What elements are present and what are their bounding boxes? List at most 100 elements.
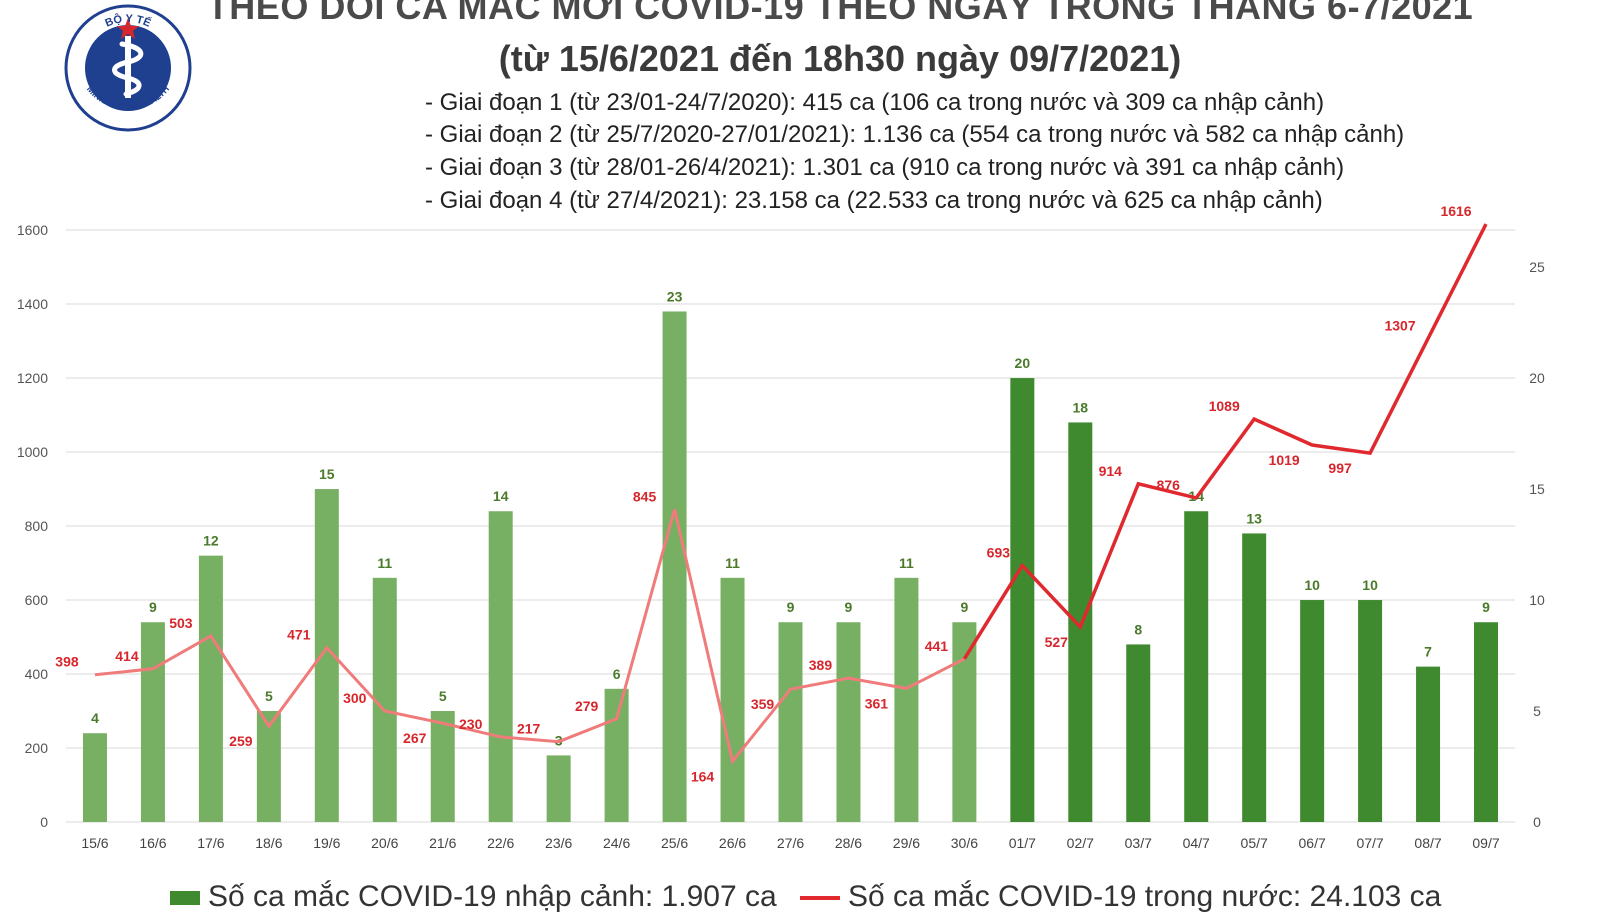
line-series-june xyxy=(94,508,966,765)
line-value-label: 359 xyxy=(751,696,775,712)
bar xyxy=(1300,600,1325,822)
line-value-label: 398 xyxy=(55,654,79,670)
legend-bar-label: Số ca mắc COVID-19 nhập cảnh: 1.907 ca xyxy=(208,880,777,913)
line-value-label: 414 xyxy=(115,648,139,664)
bar xyxy=(140,622,165,822)
y-right-tick-label: 10 xyxy=(1529,592,1545,608)
line-value-label: 1307 xyxy=(1384,317,1415,333)
line-value-label: 217 xyxy=(517,721,541,737)
bar xyxy=(1242,533,1267,822)
y-left-tick-label: 600 xyxy=(25,592,49,608)
x-tick-label: 07/7 xyxy=(1356,835,1383,851)
svg-text:BỘ Y TẾ: BỘ Y TẾ xyxy=(103,12,152,29)
bar xyxy=(372,577,397,822)
bar-value-label: 11 xyxy=(899,555,914,571)
bar-value-label: 14 xyxy=(493,488,509,504)
bar xyxy=(662,311,687,822)
line-value-label: 503 xyxy=(169,615,193,631)
x-tick-label: 08/7 xyxy=(1414,835,1441,851)
y-left-tick-label: 1600 xyxy=(17,222,48,238)
bar-value-label: 9 xyxy=(1482,599,1490,615)
x-tick-label: 02/7 xyxy=(1067,835,1094,851)
x-tick-label: 30/6 xyxy=(951,835,978,851)
bar-value-label: 5 xyxy=(439,688,447,704)
x-tick-label: 27/6 xyxy=(777,835,804,851)
y-left-tick-label: 0 xyxy=(40,814,48,830)
bar-value-label: 9 xyxy=(845,599,853,615)
ministry-of-health-logo: BỘ Y TẾ MINISTRY OF HEALTH xyxy=(64,4,192,132)
bar-value-label: 11 xyxy=(377,555,392,571)
y-right-tick-label: 0 xyxy=(1533,814,1541,830)
bar xyxy=(1416,666,1441,822)
x-tick-label: 26/6 xyxy=(719,835,746,851)
x-tick-label: 09/7 xyxy=(1472,835,1499,851)
line-value-label: 230 xyxy=(459,716,483,732)
y-right-tick-label: 15 xyxy=(1529,481,1545,497)
y-left-tick-label: 400 xyxy=(25,666,49,682)
bar-value-label: 5 xyxy=(265,688,273,704)
staff-icon xyxy=(125,36,131,98)
phase-note-3: - Giai đoạn 3 (từ 28/01-26/4/2021): 1.30… xyxy=(425,154,1345,181)
bar-value-label: 9 xyxy=(149,599,157,615)
line-value-label: 267 xyxy=(403,730,427,746)
y-left-tick-label: 1000 xyxy=(17,444,48,460)
bar xyxy=(778,622,803,822)
bar-value-label: 11 xyxy=(725,555,740,571)
snake-icon xyxy=(112,41,144,97)
x-tick-label: 29/6 xyxy=(893,835,920,851)
bar xyxy=(256,711,281,822)
logo-top-text: BỘ Y TẾ xyxy=(103,12,152,29)
bar xyxy=(1358,600,1383,822)
y-right-tick-label: 25 xyxy=(1529,259,1545,275)
bar-value-label: 10 xyxy=(1362,577,1378,593)
bar-value-label: 9 xyxy=(960,599,968,615)
line-value-label: 279 xyxy=(575,698,599,714)
bar-value-label: 23 xyxy=(667,288,683,304)
phase-note-4: - Giai đoạn 4 (từ 27/4/2021): 23.158 ca … xyxy=(425,187,1323,214)
x-tick-label: 06/7 xyxy=(1299,835,1326,851)
line-value-label: 471 xyxy=(287,627,311,643)
bar xyxy=(894,577,919,822)
legend-bar: Số ca mắc COVID-19 nhập cảnh: 1.907 ca xyxy=(170,880,777,914)
bar-value-label: 9 xyxy=(787,599,795,615)
x-tick-label: 03/7 xyxy=(1125,835,1152,851)
bar-value-label: 10 xyxy=(1304,577,1320,593)
y-right-tick-label: 20 xyxy=(1529,370,1545,386)
legend-line-swatch xyxy=(800,896,840,901)
x-tick-label: 19/6 xyxy=(313,835,340,851)
x-tick-label: 25/6 xyxy=(661,835,688,851)
line-value-label: 1019 xyxy=(1269,452,1300,468)
x-tick-label: 23/6 xyxy=(545,835,572,851)
bar xyxy=(720,577,745,822)
bar xyxy=(546,755,571,822)
bar xyxy=(430,711,455,822)
x-tick-label: 01/7 xyxy=(1009,835,1036,851)
legend-line-label: Số ca mắc COVID-19 trong nước: 24.103 ca xyxy=(848,880,1442,913)
bar-value-label: 15 xyxy=(319,466,335,482)
line-value-label: 389 xyxy=(809,657,833,673)
chart-title: THEO DÕI CA MẮC MỚI COVID-19 THEO NGÀY T… xyxy=(206,0,1474,27)
x-tick-label: 22/6 xyxy=(487,835,514,851)
chart-subtitle: (từ 15/6/2021 đến 18h30 ngày 09/7/2021) xyxy=(498,38,1182,79)
x-tick-label: 05/7 xyxy=(1241,835,1268,851)
line-value-label: 1616 xyxy=(1440,203,1471,219)
line-value-label: 441 xyxy=(925,638,949,654)
legend-bar-swatch xyxy=(170,891,200,906)
bar xyxy=(198,555,223,822)
bar-value-label: 8 xyxy=(1134,621,1142,637)
x-tick-label: 20/6 xyxy=(371,835,398,851)
y-left-tick-label: 800 xyxy=(25,518,49,534)
line-value-label: 914 xyxy=(1099,463,1123,479)
line-value-label: 1089 xyxy=(1209,398,1240,414)
line-value-label: 876 xyxy=(1157,477,1181,493)
legend-line: Số ca mắc COVID-19 trong nước: 24.103 ca xyxy=(800,880,1441,914)
bar xyxy=(1474,622,1499,822)
star-icon xyxy=(117,18,139,39)
line-series-july xyxy=(962,223,1488,660)
bar-value-label: 20 xyxy=(1015,355,1031,371)
y-left-tick-label: 1400 xyxy=(17,296,48,312)
x-tick-label: 18/6 xyxy=(255,835,282,851)
bar xyxy=(1126,644,1151,822)
bar xyxy=(1010,378,1035,822)
phase-note-2: - Giai đoạn 2 (từ 25/7/2020-27/01/2021):… xyxy=(425,121,1405,148)
